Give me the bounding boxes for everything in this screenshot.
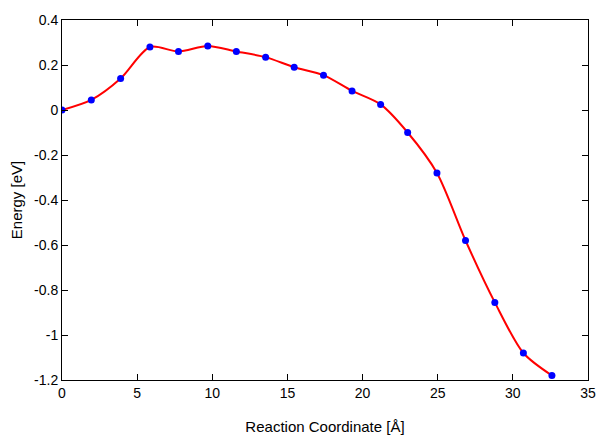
svg-text:-0.8: -0.8 [34, 282, 58, 298]
svg-text:-1.2: -1.2 [34, 372, 58, 388]
svg-text:10: 10 [205, 385, 221, 401]
svg-text:Reaction Coordinate [Å]: Reaction Coordinate [Å] [245, 418, 404, 435]
svg-text:25: 25 [430, 385, 446, 401]
svg-text:-0.6: -0.6 [34, 237, 58, 253]
svg-text:5: 5 [133, 385, 141, 401]
svg-text:15: 15 [280, 385, 296, 401]
svg-text:0: 0 [50, 102, 58, 118]
svg-text:30: 30 [505, 385, 521, 401]
svg-text:-1: -1 [46, 327, 59, 343]
svg-text:0: 0 [58, 385, 66, 401]
svg-text:0.4: 0.4 [39, 12, 59, 28]
svg-text:20: 20 [355, 385, 371, 401]
svg-text:-0.4: -0.4 [34, 192, 58, 208]
svg-text:0.2: 0.2 [39, 57, 59, 73]
svg-text:-0.2: -0.2 [34, 147, 58, 163]
svg-text:35: 35 [580, 385, 596, 401]
svg-text:Energy [eV]: Energy [eV] [8, 161, 25, 239]
